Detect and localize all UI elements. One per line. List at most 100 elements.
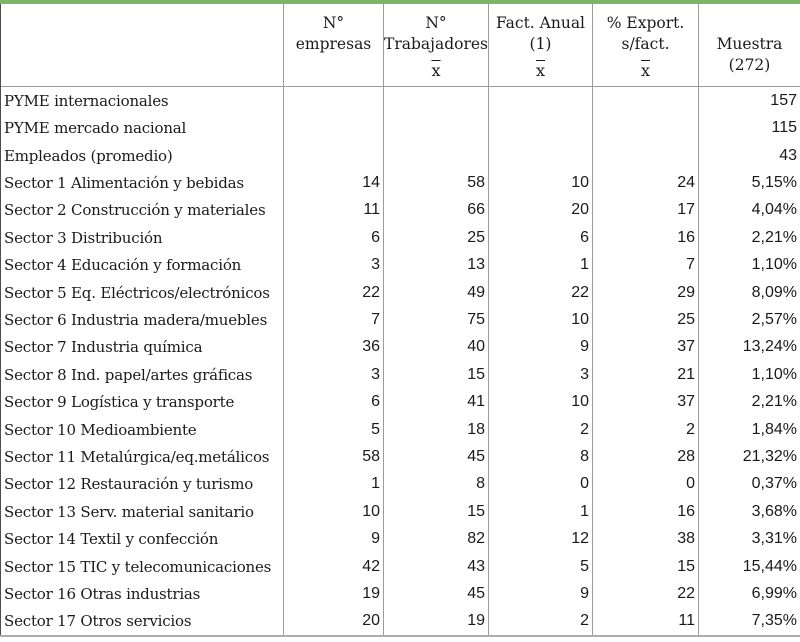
cell-pct_export_s_fact: 22 (592, 580, 698, 608)
cell-n_empresas: 20 (283, 607, 383, 636)
cell-n_trabajadores: 75 (383, 306, 488, 334)
cell-pct_export_s_fact: 17 (592, 196, 698, 225)
cell-pct_export_s_fact: 37 (592, 388, 698, 416)
row-label: Empleados (promedio) (4, 146, 173, 165)
row-label: Sector 16 Otras industrias (4, 585, 201, 604)
cell-n_trabajadores: 40 (383, 333, 488, 362)
cell-n_empresas: 58 (283, 443, 383, 471)
cell-pct_export_s_fact: 16 (592, 224, 698, 252)
mean-symbol: x (640, 61, 651, 80)
cell-muestra: 21,32% (698, 443, 800, 471)
table-row: Sector 15 TIC y telecomunicaciones 42 43 5 1… (1, 552, 800, 581)
cell-n_empresas: 6 (283, 388, 383, 416)
column-header-text: (1) (529, 35, 552, 53)
cell-fact_anual: 1 (488, 251, 592, 279)
column-header-text: (272) (728, 56, 771, 74)
table-row: Sector 1 Alimentación y bebidas 14 58 10 24 5… (1, 169, 800, 197)
cell-n_empresas: 9 (283, 525, 383, 553)
cell-fact_anual: 6 (488, 224, 592, 252)
sector-statistics-table: N° empresas N° Trabajadores x Fact. Anual (1) x… (0, 4, 800, 636)
cell-pct_export_s_fact: 38 (592, 525, 698, 553)
mean-symbol: x (535, 61, 546, 80)
cell-fact_anual (488, 114, 592, 142)
cell-pct_export_s_fact (592, 114, 698, 142)
cell-n_trabajadores: 45 (383, 443, 488, 471)
cell-muestra: 2,21% (698, 224, 800, 252)
cell-pct_export_s_fact (592, 141, 698, 170)
cell-n_trabajadores (383, 141, 488, 170)
table-row: Sector 12 Restauración y turismo 1 8 0 0 0,37… (1, 470, 800, 499)
cell-n_empresas: 36 (283, 333, 383, 362)
column-header-text: N° (322, 14, 345, 32)
cell-n_trabajadores: 41 (383, 388, 488, 416)
table-row: Sector 17 Otros servicios 20 19 2 11 7,35% (1, 607, 800, 636)
cell-muestra: 15,44% (698, 552, 800, 581)
table-body: PYME internacionales 157 PYME mercado naci… (1, 87, 800, 636)
table-row: Sector 10 Medioambiente 5 18 2 2 1,84% (1, 415, 800, 444)
cell-fact_anual (488, 141, 592, 170)
cell-fact_anual: 9 (488, 580, 592, 608)
cell-n_empresas: 11 (283, 196, 383, 225)
row-label: Sector 10 Medioambiente (4, 420, 197, 439)
cell-n_trabajadores (383, 87, 488, 115)
cell-fact_anual: 3 (488, 361, 592, 389)
cell-fact_anual: 12 (488, 525, 592, 553)
cell-n_trabajadores: 19 (383, 607, 488, 636)
cell-n_empresas: 22 (283, 278, 383, 307)
cell-n_empresas: 3 (283, 361, 383, 389)
cell-pct_export_s_fact: 29 (592, 278, 698, 307)
table-header-row: N° empresas N° Trabajadores x Fact. Anual (1) x… (1, 4, 800, 87)
column-header-text: s/fact. (621, 35, 670, 53)
cell-pct_export_s_fact: 11 (592, 607, 698, 636)
cell-n_trabajadores: 8 (383, 470, 488, 499)
table-row: PYME mercado nacional 115 (1, 114, 800, 142)
cell-n_trabajadores: 13 (383, 251, 488, 279)
row-label: PYME internacionales (4, 91, 169, 110)
cell-n_empresas: 42 (283, 552, 383, 581)
row-label: Sector 1 Alimentación y bebidas (4, 173, 244, 192)
cell-muestra: 2,21% (698, 388, 800, 416)
table-row: PYME internacionales 157 (1, 87, 800, 115)
column-header-fact_anual: Fact. Anual (1) x (488, 4, 592, 86)
cell-fact_anual: 10 (488, 306, 592, 334)
table-row: Sector 14 Textil y confección 9 82 12 38 3,31… (1, 525, 800, 553)
cell-n_trabajadores: 82 (383, 525, 488, 553)
cell-n_trabajadores: 18 (383, 415, 488, 444)
table-row: Sector 8 Ind. papel/artes gráficas 3 15 3 21… (1, 361, 800, 389)
table-row: Sector 6 Industria madera/muebles 7 75 10 25… (1, 306, 800, 334)
cell-pct_export_s_fact: 21 (592, 361, 698, 389)
cell-n_trabajadores: 66 (383, 196, 488, 225)
cell-pct_export_s_fact: 37 (592, 333, 698, 362)
cell-n_empresas (283, 114, 383, 142)
table-row: Sector 16 Otras industrias 19 45 9 22 6,99% (1, 580, 800, 608)
cell-pct_export_s_fact: 25 (592, 306, 698, 334)
column-header-text: N° (425, 14, 447, 32)
cell-n_empresas: 7 (283, 306, 383, 334)
cell-fact_anual: 2 (488, 415, 592, 444)
cell-muestra: 0,37% (698, 470, 800, 499)
cell-n_trabajadores: 49 (383, 278, 488, 307)
cell-muestra: 1,10% (698, 251, 800, 279)
cell-n_empresas (283, 87, 383, 115)
cell-muestra: 8,09% (698, 278, 800, 307)
cell-muestra: 43 (698, 141, 800, 170)
cell-muestra: 7,35% (698, 607, 800, 636)
row-label: Sector 4 Educación y formación (4, 256, 242, 275)
cell-fact_anual: 10 (488, 388, 592, 416)
row-label: Sector 13 Serv. material sanitario (4, 502, 254, 521)
column-header-text: Fact. Anual (495, 14, 586, 32)
cell-fact_anual (488, 87, 592, 115)
cell-fact_anual: 9 (488, 333, 592, 362)
row-label: Sector 12 Restauración y turismo (4, 475, 254, 494)
column-header-text: empresas (295, 35, 372, 53)
cell-muestra: 3,31% (698, 525, 800, 553)
row-label: Sector 11 Metalúrgica/eq.metálicos (4, 447, 270, 466)
cell-n_empresas (283, 141, 383, 170)
cell-n_trabajadores: 15 (383, 498, 488, 526)
table-row: Sector 7 Industria química 36 40 9 37 13,24% (1, 333, 800, 362)
cell-n_empresas: 10 (283, 498, 383, 526)
cell-fact_anual: 8 (488, 443, 592, 471)
table-row: Sector 9 Logística y transporte 6 41 10 37 2,… (1, 388, 800, 416)
cell-muestra: 6,99% (698, 580, 800, 608)
cell-fact_anual: 22 (488, 278, 592, 307)
